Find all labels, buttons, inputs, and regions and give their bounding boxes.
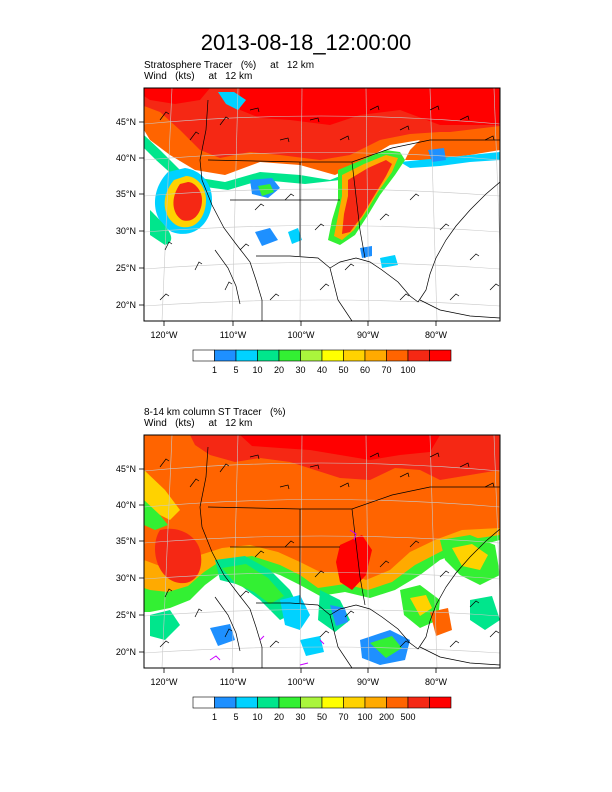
panel1-lat-label: 30°N	[116, 226, 136, 236]
panel2-colorbar-box	[343, 696, 366, 709]
panel1-colorbar-label: 50	[338, 365, 348, 375]
panel1-colorbar: 1 5 10 20 30 40 50 60 70 100	[192, 349, 452, 375]
panel2-colorbar-box	[300, 696, 323, 709]
panel2-title: 8-14 km column ST Tracer (%) Wind (kts) a…	[144, 407, 286, 429]
panel1-colorbar-label: 40	[317, 365, 327, 375]
panel1-ticks	[139, 121, 437, 326]
panel2-lat-label: 35°N	[116, 536, 136, 546]
panel2-colorbar-box	[278, 696, 301, 709]
panel1-colorbar-box	[257, 349, 280, 362]
panel1-colorbar-box	[235, 349, 258, 362]
panel1-lon-label: 80°W	[425, 330, 448, 340]
panel2-title-line2: Wind (kts) at 12 km	[144, 418, 253, 429]
panel2-magenta-contours	[209, 529, 357, 666]
panel2-graticule	[144, 435, 500, 668]
panel1-colorbar-box	[343, 349, 366, 362]
panel1-lat-label: 25°N	[116, 263, 136, 273]
panel1-lon-label: 100°W	[287, 330, 315, 340]
panel2-colorbar-box	[364, 696, 387, 709]
panel2-colorbar-box	[257, 696, 280, 709]
panel1-map: 45°N 40°N 35°N 30°N 25°N 20°N 120°W 110°…	[116, 87, 501, 375]
panel2-lon-label: 120°W	[150, 677, 178, 687]
panel2-colorbar-box	[214, 696, 237, 709]
panel2-coastlines	[199, 446, 500, 668]
panel1-lon-label: 120°W	[150, 330, 178, 340]
panel1-wind-barbs	[159, 105, 500, 301]
panel2-lon-label: 100°W	[287, 677, 315, 687]
panel2-colorbar-label: 10	[252, 712, 262, 722]
panel2-lon-label: 110°W	[220, 677, 247, 687]
panel2-colorbar-box	[429, 696, 452, 709]
panel1-title: Stratosphere Tracer (%) at 12 km Wind (kt…	[144, 60, 314, 82]
panel2-colorbar-label: 100	[357, 712, 372, 722]
panel1-lat-labels: 45°N 40°N 35°N 30°N 25°N 20°N	[116, 117, 136, 310]
figure-title: 2013-08-18_12:00:00	[200, 30, 412, 55]
panel1-colorbar-box	[321, 349, 344, 362]
panel2-frame	[143, 434, 501, 669]
panel1-colorbar-label: 100	[400, 365, 415, 375]
panel2-colorbar-label: 70	[338, 712, 348, 722]
panel1-colorbar-box	[278, 349, 301, 362]
panel1-colorbar-box	[300, 349, 323, 362]
panel2-colorbar-box	[192, 696, 215, 709]
panel2-tracer-field	[144, 435, 500, 665]
panel2-lon-labels: 120°W 110°W 100°W 90°W 80°W	[150, 677, 447, 687]
panel1-frame	[143, 87, 501, 322]
panel2-lat-label: 30°N	[116, 573, 136, 583]
panel2-lon-label: 90°W	[357, 677, 380, 687]
panel1-lon-label: 110°W	[220, 330, 247, 340]
panel1-graticule	[144, 88, 500, 321]
panel1-colorbar-label: 60	[360, 365, 370, 375]
panel1-lat-label: 45°N	[116, 117, 136, 127]
panel2-colorbar-label: 30	[295, 712, 305, 722]
panel1-colorbar-box	[192, 349, 215, 362]
panel2-colorbar-box	[386, 696, 409, 709]
panel2-colorbar-label: 50	[317, 712, 327, 722]
panel1-lat-label: 40°N	[116, 153, 136, 163]
panel1-colorbar-label: 30	[295, 365, 305, 375]
panel2-lat-label: 20°N	[116, 647, 136, 657]
panel1-lat-label: 35°N	[116, 189, 136, 199]
panel1-title-line1: Stratosphere Tracer (%) at 12 km	[144, 60, 315, 71]
panel1-colorbar-label: 5	[233, 365, 238, 375]
panel2-lat-label: 40°N	[116, 500, 136, 510]
panel1-colorbar-label: 70	[381, 365, 391, 375]
panel1-lon-label: 90°W	[357, 330, 380, 340]
panel2-lat-label: 45°N	[116, 464, 136, 474]
panel1-title-line2: Wind (kts) at 12 km	[144, 71, 253, 82]
panel2-colorbar-label: 1	[212, 712, 217, 722]
panel1-colorbar-box	[429, 349, 452, 362]
panel2-colorbar-label: 500	[400, 712, 415, 722]
panel1-lat-label: 20°N	[116, 300, 136, 310]
panel2-map: 45°N 40°N 35°N 30°N 25°N 20°N 120°W 110°…	[116, 434, 501, 722]
panel2-colorbar-label: 20	[274, 712, 284, 722]
panel2-colorbar-box	[321, 696, 344, 709]
panel1-tracer-field	[144, 88, 500, 268]
panel2-colorbar-label: 5	[233, 712, 238, 722]
panel2-wind-barbs	[159, 452, 500, 648]
panel2-lat-label: 25°N	[116, 610, 136, 620]
panel1-colorbar-box	[364, 349, 387, 362]
panel1-colorbar-box	[407, 349, 430, 362]
panel1-colorbar-label: 10	[252, 365, 262, 375]
panel2-colorbar-label: 200	[379, 712, 394, 722]
panel2-ticks	[139, 468, 437, 673]
panel2-colorbar-box	[407, 696, 430, 709]
panel1-colorbar-box	[386, 349, 409, 362]
panel1-colorbar-box	[214, 349, 237, 362]
panel1-colorbar-label: 1	[212, 365, 217, 375]
panel1-coastlines	[199, 99, 500, 321]
panel2-lon-label: 80°W	[425, 677, 448, 687]
panel2-title-line1: 8-14 km column ST Tracer (%)	[144, 407, 286, 418]
panel1-lon-labels: 120°W 110°W 100°W 90°W 80°W	[150, 330, 447, 340]
panel2-lat-labels: 45°N 40°N 35°N 30°N 25°N 20°N	[116, 464, 136, 657]
panel2-colorbar-box	[235, 696, 258, 709]
panel1-colorbar-label: 20	[274, 365, 284, 375]
panel2-colorbar: 1 5 10 20 30 50 70 100 200 500	[192, 696, 452, 722]
